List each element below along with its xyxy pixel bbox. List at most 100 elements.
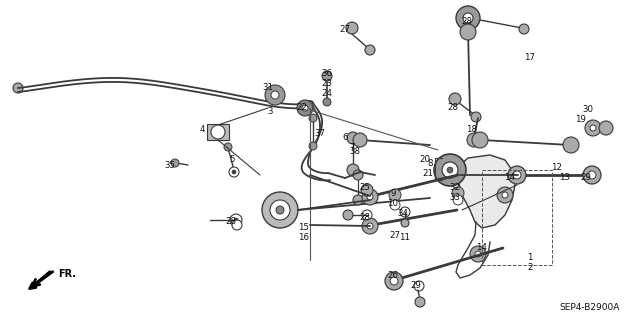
Text: 21: 21 bbox=[422, 168, 433, 177]
Circle shape bbox=[400, 207, 410, 217]
Circle shape bbox=[415, 297, 425, 307]
Text: 5: 5 bbox=[229, 155, 235, 165]
Circle shape bbox=[585, 120, 601, 136]
Circle shape bbox=[353, 133, 367, 147]
Text: 29: 29 bbox=[580, 174, 591, 182]
Text: 30: 30 bbox=[582, 106, 593, 115]
Circle shape bbox=[171, 159, 179, 167]
Circle shape bbox=[367, 223, 373, 229]
Text: 11: 11 bbox=[399, 234, 410, 242]
Circle shape bbox=[390, 277, 398, 285]
Circle shape bbox=[460, 24, 476, 40]
Text: 10: 10 bbox=[387, 198, 399, 207]
Circle shape bbox=[347, 132, 359, 144]
Circle shape bbox=[434, 154, 466, 186]
Text: 36: 36 bbox=[321, 70, 333, 78]
Text: 3: 3 bbox=[268, 108, 273, 116]
Text: 7: 7 bbox=[349, 143, 355, 152]
Circle shape bbox=[508, 166, 526, 184]
Circle shape bbox=[270, 200, 290, 220]
Text: 23: 23 bbox=[321, 79, 333, 88]
Circle shape bbox=[502, 192, 508, 198]
Bar bbox=[207, 124, 229, 140]
Circle shape bbox=[456, 6, 480, 30]
Circle shape bbox=[232, 170, 236, 174]
Text: 27: 27 bbox=[390, 232, 401, 241]
Circle shape bbox=[442, 162, 458, 178]
Circle shape bbox=[414, 281, 424, 291]
Circle shape bbox=[390, 200, 400, 210]
Text: 28: 28 bbox=[360, 213, 371, 222]
Text: 16: 16 bbox=[298, 234, 310, 242]
Text: 26: 26 bbox=[387, 271, 399, 280]
Text: 12: 12 bbox=[552, 162, 563, 172]
Text: 33: 33 bbox=[449, 194, 461, 203]
Circle shape bbox=[323, 98, 331, 106]
Text: 19: 19 bbox=[575, 115, 586, 124]
Circle shape bbox=[401, 219, 409, 227]
Text: 28: 28 bbox=[461, 18, 472, 26]
Circle shape bbox=[389, 189, 401, 201]
Circle shape bbox=[302, 105, 308, 111]
Circle shape bbox=[309, 142, 317, 150]
Circle shape bbox=[497, 187, 513, 203]
Text: 17: 17 bbox=[525, 54, 536, 63]
Circle shape bbox=[449, 93, 461, 105]
Circle shape bbox=[309, 114, 317, 122]
Circle shape bbox=[230, 214, 242, 226]
Circle shape bbox=[265, 85, 285, 105]
Circle shape bbox=[271, 91, 279, 99]
Circle shape bbox=[346, 22, 358, 34]
Circle shape bbox=[599, 121, 613, 135]
Circle shape bbox=[385, 272, 403, 290]
Text: 27: 27 bbox=[339, 26, 351, 34]
Text: 13: 13 bbox=[559, 173, 570, 182]
Circle shape bbox=[472, 132, 488, 148]
Text: 20: 20 bbox=[419, 155, 431, 165]
Polygon shape bbox=[458, 155, 515, 228]
Text: 34: 34 bbox=[397, 209, 408, 218]
Circle shape bbox=[297, 100, 313, 116]
Bar bbox=[482, 170, 552, 265]
Text: 38: 38 bbox=[349, 146, 360, 155]
Circle shape bbox=[475, 251, 481, 257]
Circle shape bbox=[262, 192, 298, 228]
Circle shape bbox=[361, 184, 373, 196]
Text: 29: 29 bbox=[411, 281, 421, 291]
Text: 1: 1 bbox=[527, 254, 532, 263]
Circle shape bbox=[362, 210, 372, 220]
Circle shape bbox=[470, 246, 486, 262]
Text: 24: 24 bbox=[321, 88, 333, 98]
Circle shape bbox=[453, 195, 463, 205]
Text: 31: 31 bbox=[262, 84, 273, 93]
Text: 35: 35 bbox=[164, 160, 175, 169]
Circle shape bbox=[519, 24, 529, 34]
Text: FR.: FR. bbox=[58, 269, 76, 279]
Circle shape bbox=[229, 167, 239, 177]
Circle shape bbox=[583, 166, 601, 184]
Text: 37: 37 bbox=[314, 129, 326, 137]
Circle shape bbox=[513, 171, 521, 179]
Circle shape bbox=[343, 210, 353, 220]
Text: 15: 15 bbox=[298, 224, 310, 233]
Circle shape bbox=[234, 218, 238, 222]
Text: 28: 28 bbox=[225, 218, 237, 226]
Text: 9: 9 bbox=[390, 189, 396, 197]
Circle shape bbox=[588, 171, 596, 179]
Circle shape bbox=[365, 45, 375, 55]
Circle shape bbox=[590, 125, 596, 131]
Circle shape bbox=[467, 133, 481, 147]
Text: 32: 32 bbox=[449, 183, 461, 192]
Circle shape bbox=[367, 194, 373, 200]
Circle shape bbox=[353, 170, 363, 180]
Text: 14: 14 bbox=[504, 174, 515, 182]
Circle shape bbox=[224, 143, 232, 151]
Circle shape bbox=[362, 218, 378, 234]
Circle shape bbox=[322, 71, 332, 81]
Circle shape bbox=[563, 137, 579, 153]
Circle shape bbox=[211, 125, 225, 139]
Text: 18: 18 bbox=[467, 125, 477, 135]
Text: 25: 25 bbox=[360, 182, 371, 191]
Circle shape bbox=[353, 195, 363, 205]
Text: SEP4-B2900A: SEP4-B2900A bbox=[559, 303, 620, 313]
